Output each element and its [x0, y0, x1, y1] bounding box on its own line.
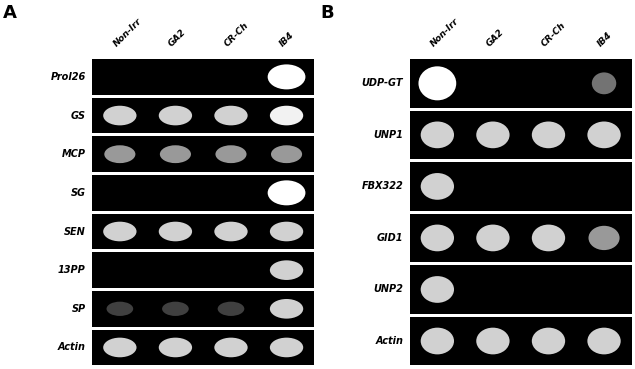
Ellipse shape [159, 338, 192, 357]
Bar [92, 291, 314, 327]
Ellipse shape [271, 145, 302, 163]
Text: CR-Ch: CR-Ch [540, 20, 568, 48]
Ellipse shape [104, 145, 135, 163]
Text: A: A [3, 4, 17, 22]
Ellipse shape [103, 222, 137, 241]
Bar [410, 317, 632, 365]
Ellipse shape [103, 106, 137, 125]
Ellipse shape [270, 299, 303, 318]
Bar [410, 162, 632, 211]
Text: UNP1: UNP1 [373, 130, 403, 140]
Ellipse shape [476, 225, 509, 251]
Ellipse shape [420, 328, 454, 354]
Bar [410, 111, 632, 159]
Ellipse shape [159, 106, 192, 125]
Text: SP: SP [72, 304, 86, 314]
Text: B: B [321, 4, 334, 22]
Ellipse shape [162, 302, 189, 316]
Bar [92, 136, 314, 172]
Ellipse shape [270, 222, 303, 241]
Ellipse shape [592, 72, 616, 94]
Ellipse shape [160, 145, 191, 163]
Ellipse shape [267, 65, 305, 89]
Text: Actin: Actin [375, 336, 403, 346]
Ellipse shape [215, 145, 246, 163]
Text: UDP-GT: UDP-GT [362, 78, 403, 88]
Ellipse shape [159, 222, 192, 241]
Ellipse shape [215, 222, 248, 241]
Ellipse shape [270, 261, 303, 280]
Text: CR-Ch: CR-Ch [223, 20, 250, 48]
Ellipse shape [215, 106, 248, 125]
Ellipse shape [418, 66, 456, 100]
Bar [410, 214, 632, 262]
Ellipse shape [587, 328, 621, 354]
Ellipse shape [476, 121, 509, 148]
Text: GID1: GID1 [377, 233, 403, 243]
Ellipse shape [215, 338, 248, 357]
Text: SEN: SEN [64, 227, 86, 237]
Text: IB4: IB4 [596, 30, 614, 48]
Bar [410, 265, 632, 314]
Ellipse shape [103, 338, 137, 357]
Text: Actin: Actin [58, 342, 86, 352]
Ellipse shape [587, 121, 621, 148]
Text: Prol26: Prol26 [50, 72, 86, 82]
Ellipse shape [532, 121, 565, 148]
Text: UNP2: UNP2 [373, 284, 403, 294]
Ellipse shape [532, 328, 565, 354]
Ellipse shape [270, 338, 303, 357]
Ellipse shape [420, 173, 454, 200]
Text: MCP: MCP [62, 149, 86, 159]
Bar [92, 330, 314, 365]
Ellipse shape [107, 302, 133, 316]
Text: GS: GS [70, 111, 86, 121]
Text: GA2: GA2 [167, 27, 188, 48]
Text: SG: SG [70, 188, 86, 198]
Bar [92, 214, 314, 249]
Ellipse shape [270, 106, 303, 125]
Text: Non-Irr: Non-Irr [112, 16, 144, 48]
Ellipse shape [589, 226, 620, 250]
Ellipse shape [420, 276, 454, 303]
Bar [410, 59, 632, 108]
Bar [92, 59, 314, 95]
Ellipse shape [420, 121, 454, 148]
Bar [92, 98, 314, 134]
Ellipse shape [267, 180, 305, 205]
Ellipse shape [218, 302, 244, 316]
Bar [92, 252, 314, 288]
Bar [92, 175, 314, 211]
Text: GA2: GA2 [485, 27, 505, 48]
Text: IB4: IB4 [278, 30, 297, 48]
Text: 13PP: 13PP [58, 265, 86, 275]
Ellipse shape [476, 328, 509, 354]
Text: FBX322: FBX322 [361, 182, 403, 192]
Ellipse shape [532, 225, 565, 251]
Text: Non-Irr: Non-Irr [429, 16, 461, 48]
Ellipse shape [420, 225, 454, 251]
